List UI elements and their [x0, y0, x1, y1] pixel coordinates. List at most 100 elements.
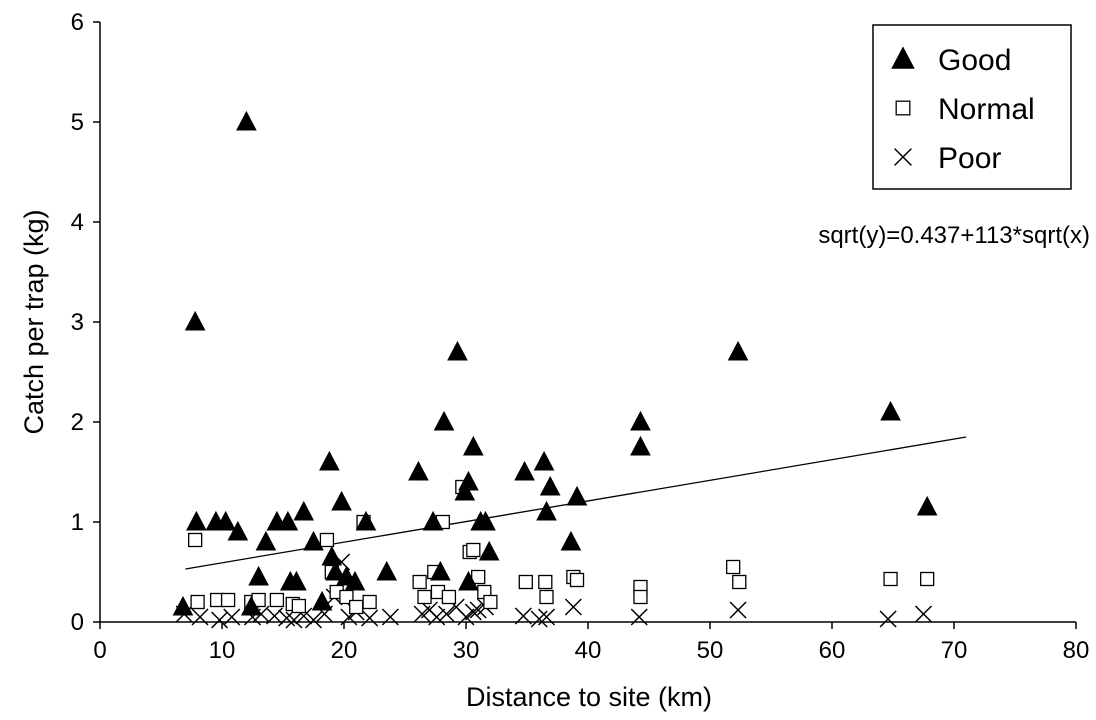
data-point-normal [538, 574, 553, 590]
data-point-poor [530, 610, 548, 628]
data-point-poor [464, 603, 482, 621]
data-point-normal [518, 574, 533, 590]
y-tick-label: 0 [71, 609, 84, 636]
data-point-good [215, 510, 236, 531]
data-point-normal [291, 598, 307, 614]
data-point-good [325, 560, 346, 581]
data-point-normal [417, 589, 432, 605]
data-point-poor [211, 611, 229, 629]
data-point-good [514, 460, 535, 481]
data-point-good [303, 530, 324, 551]
data-point-good [255, 530, 277, 551]
data-point-normal [412, 574, 427, 590]
y-axis-title: Catch per trap (kg) [19, 209, 49, 434]
data-point-poor [729, 601, 747, 619]
x-tick-label: 20 [331, 637, 358, 664]
data-point-good [236, 110, 257, 131]
data-point-poor [361, 609, 379, 627]
legend-marker-good [891, 46, 915, 69]
data-point-good [454, 480, 476, 501]
data-point-good [319, 450, 340, 471]
data-point-good [560, 530, 582, 551]
data-point-good [916, 495, 938, 516]
x-tick-label: 10 [209, 637, 236, 664]
data-point-good [630, 410, 651, 431]
legend-label: Good [938, 44, 1011, 77]
data-point-good [286, 570, 307, 591]
data-point-good [727, 340, 749, 361]
legend: Good Normal Poor [872, 24, 1072, 190]
data-point-good [376, 560, 398, 581]
axes: 0 10 20 30 40 50 60 70 80 0 1 2 3 4 5 6 [71, 9, 1090, 664]
y-tick-label: 1 [71, 509, 84, 536]
data-point-good [408, 460, 429, 481]
x-tick-label: 40 [575, 637, 602, 664]
series-good [172, 110, 938, 616]
y-tick-label: 5 [71, 109, 84, 136]
legend-label: Normal [938, 93, 1035, 126]
data-point-poor [437, 605, 456, 623]
data-point-good [311, 590, 333, 611]
data-point-normal [269, 592, 285, 608]
trendline-equation: sqrt(y)=0.437+113*sqrt(x) [818, 222, 1090, 249]
data-point-good [539, 475, 561, 496]
data-point-normal [190, 594, 205, 610]
series-poor [175, 553, 933, 629]
data-point-normal [349, 599, 364, 615]
y-tick-label: 2 [71, 409, 84, 436]
data-point-good [536, 500, 557, 521]
data-point-good [458, 570, 479, 591]
data-point-good [430, 560, 451, 581]
data-point-good [462, 435, 484, 456]
data-point-normal [220, 592, 236, 608]
data-point-normal [726, 559, 741, 575]
data-point-good [880, 400, 901, 421]
data-point-good [277, 510, 299, 531]
data-point-normal [539, 589, 554, 605]
data-point-good [458, 470, 479, 491]
y-tick-label: 3 [71, 309, 84, 336]
x-tick-label: 0 [93, 637, 106, 664]
x-tick-label: 70 [941, 637, 968, 664]
data-point-poor [914, 605, 933, 623]
data-point-normal [633, 589, 648, 605]
data-point-good [344, 570, 366, 591]
data-point-good [227, 520, 249, 541]
x-tick-label: 60 [819, 637, 846, 664]
data-point-good [422, 510, 444, 531]
data-point-normal [441, 589, 457, 605]
data-point-good [433, 410, 455, 431]
data-point-poor [564, 598, 582, 616]
data-point-normal [920, 571, 935, 587]
data-point-good [240, 595, 262, 616]
data-points [172, 110, 938, 629]
data-point-poor [285, 611, 303, 629]
data-point-good [630, 435, 651, 456]
data-point-good [172, 595, 194, 616]
data-point-normal [883, 571, 898, 587]
data-point-good [475, 510, 496, 531]
x-tick-label: 50 [697, 637, 724, 664]
data-point-good [566, 485, 588, 506]
data-point-good [533, 450, 555, 471]
data-point-normal [569, 572, 585, 588]
data-point-good [248, 565, 269, 586]
y-tick-label: 4 [71, 209, 84, 236]
data-point-good [184, 310, 206, 331]
data-point-good [331, 490, 352, 511]
y-tick-label: 6 [71, 9, 84, 36]
data-point-good [293, 500, 315, 521]
data-point-normal [188, 532, 203, 548]
data-point-normal [319, 532, 335, 548]
legend-label: Poor [938, 142, 1001, 175]
data-point-normal [471, 569, 486, 585]
legend-marker-poor [894, 148, 912, 166]
data-point-normal [466, 542, 481, 558]
x-axis-title: Distance to site (km) [466, 682, 712, 712]
data-point-poor [879, 610, 897, 628]
legend-marker-normal [895, 100, 911, 116]
data-point-good [186, 510, 207, 531]
data-point-good [478, 540, 500, 561]
data-point-normal [732, 574, 747, 590]
